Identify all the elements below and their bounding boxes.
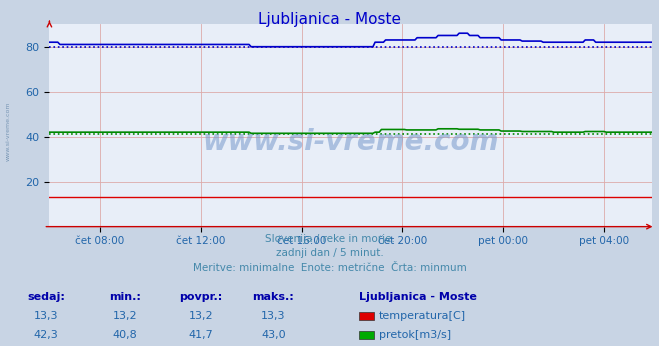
Text: min.:: min.:: [109, 292, 141, 302]
Text: maks.:: maks.:: [252, 292, 295, 302]
Text: 13,2: 13,2: [113, 311, 138, 321]
Text: zadnji dan / 5 minut.: zadnji dan / 5 minut.: [275, 248, 384, 258]
Text: 13,2: 13,2: [188, 311, 214, 321]
Text: 40,8: 40,8: [113, 330, 138, 340]
Text: Ljubljanica - Moste: Ljubljanica - Moste: [359, 292, 477, 302]
Text: temperatura[C]: temperatura[C]: [379, 311, 466, 321]
Text: 13,3: 13,3: [34, 311, 59, 321]
Text: povpr.:: povpr.:: [179, 292, 223, 302]
Text: 43,0: 43,0: [261, 330, 286, 340]
Text: 13,3: 13,3: [261, 311, 286, 321]
Text: www.si-vreme.com: www.si-vreme.com: [203, 128, 499, 156]
Text: Meritve: minimalne  Enote: metrične  Črta: minmum: Meritve: minimalne Enote: metrične Črta:…: [192, 263, 467, 273]
Text: 41,7: 41,7: [188, 330, 214, 340]
Text: pretok[m3/s]: pretok[m3/s]: [379, 330, 451, 340]
Text: sedaj:: sedaj:: [27, 292, 65, 302]
Text: Slovenija / reke in morje.: Slovenija / reke in morje.: [264, 234, 395, 244]
Text: 42,3: 42,3: [34, 330, 59, 340]
Text: www.si-vreme.com: www.si-vreme.com: [5, 102, 11, 161]
Text: Ljubljanica - Moste: Ljubljanica - Moste: [258, 12, 401, 27]
